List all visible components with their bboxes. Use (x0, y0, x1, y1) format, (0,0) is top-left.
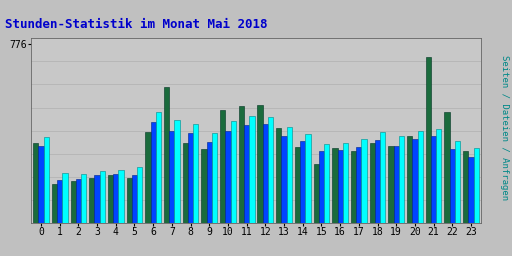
Bar (450, 149, 455, 223)
Bar (201, 149, 207, 223)
Bar (287, 127, 292, 223)
Bar (183, 143, 188, 223)
Bar (169, 131, 175, 223)
Bar (81, 174, 86, 223)
Bar (417, 131, 423, 223)
Bar (212, 133, 217, 223)
Bar (300, 141, 305, 223)
Bar (263, 124, 268, 223)
Bar (370, 143, 375, 223)
Bar (431, 136, 436, 223)
Bar (137, 167, 142, 223)
Bar (175, 120, 180, 223)
Bar (113, 174, 118, 223)
Bar (332, 148, 337, 223)
Bar (33, 143, 38, 223)
Bar (319, 151, 324, 223)
Bar (71, 181, 76, 223)
Bar (95, 176, 100, 223)
Bar (407, 136, 412, 223)
Bar (151, 122, 156, 223)
Bar (295, 147, 300, 223)
Bar (100, 171, 105, 223)
Bar (38, 145, 44, 223)
Bar (89, 178, 95, 223)
Bar (258, 105, 263, 223)
Bar (156, 112, 161, 223)
Bar (76, 179, 81, 223)
Bar (193, 124, 199, 223)
Bar (389, 145, 394, 223)
Bar (380, 132, 386, 223)
Bar (468, 157, 474, 223)
Bar (463, 151, 468, 223)
Bar (455, 141, 460, 223)
Bar (268, 117, 273, 223)
Bar (351, 151, 356, 223)
Bar (337, 150, 343, 223)
Bar (356, 147, 361, 223)
Bar (324, 144, 329, 223)
Bar (474, 148, 479, 223)
Bar (394, 145, 399, 223)
Bar (412, 139, 417, 223)
Bar (444, 112, 450, 223)
Bar (230, 121, 236, 223)
Bar (44, 137, 49, 223)
Bar (225, 131, 230, 223)
Bar (188, 133, 193, 223)
Bar (249, 116, 254, 223)
Bar (52, 184, 57, 223)
Bar (207, 142, 212, 223)
Bar (399, 136, 404, 223)
Bar (426, 57, 431, 223)
Bar (343, 143, 348, 223)
Bar (164, 87, 169, 223)
Bar (305, 134, 311, 223)
Bar (313, 164, 319, 223)
Bar (108, 176, 113, 223)
Bar (361, 139, 367, 223)
Bar (126, 178, 132, 223)
Text: Seiten / Dateien / Anfragen: Seiten / Dateien / Anfragen (500, 56, 509, 200)
Bar (118, 170, 123, 223)
Text: Stunden-Statistik im Monat Mai 2018: Stunden-Statistik im Monat Mai 2018 (5, 18, 268, 31)
Bar (145, 132, 151, 223)
Bar (244, 125, 249, 223)
Bar (436, 130, 441, 223)
Bar (276, 128, 282, 223)
Bar (220, 110, 225, 223)
Bar (282, 136, 287, 223)
Bar (239, 106, 244, 223)
Bar (57, 180, 62, 223)
Bar (375, 140, 380, 223)
Bar (132, 176, 137, 223)
Bar (62, 173, 68, 223)
